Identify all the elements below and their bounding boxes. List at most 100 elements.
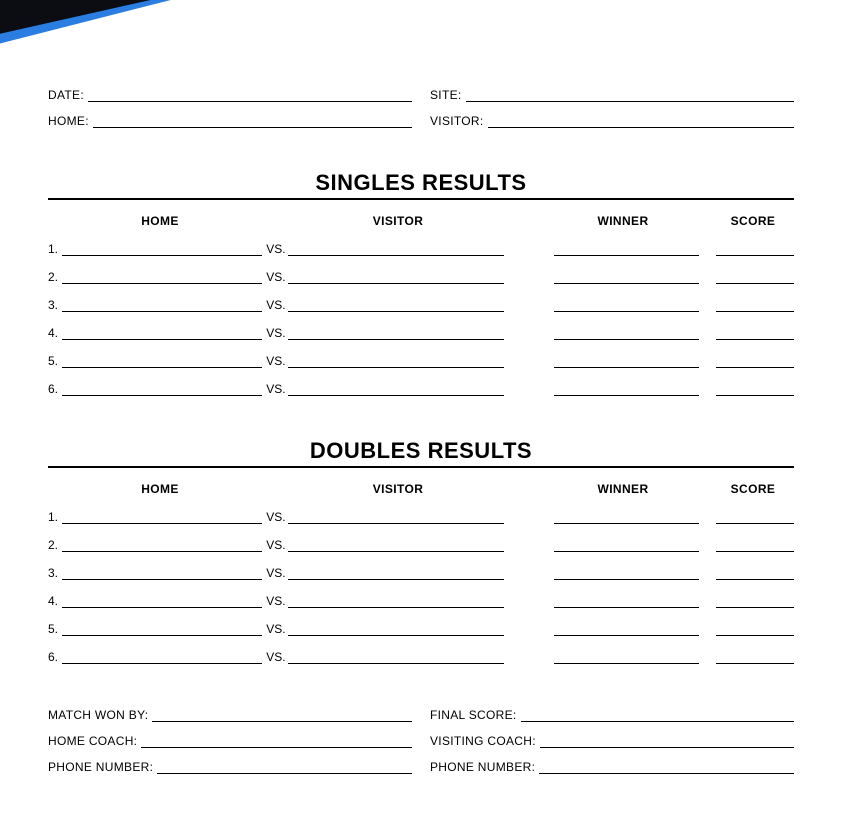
visitor-player-line[interactable] <box>288 595 504 608</box>
vs-label: VS. <box>266 566 287 580</box>
home-player-line[interactable] <box>62 327 263 340</box>
winner-line[interactable] <box>554 623 698 636</box>
results-row: 6. VS. <box>48 382 794 396</box>
blank-line <box>521 708 794 722</box>
winner-line[interactable] <box>554 595 698 608</box>
winner-line[interactable] <box>554 355 698 368</box>
row-number: 5. <box>48 354 62 368</box>
score-line[interactable] <box>716 623 794 636</box>
row-number: 3. <box>48 298 62 312</box>
winner-line[interactable] <box>554 511 698 524</box>
visitor-player-line[interactable] <box>288 539 504 552</box>
winner-line[interactable] <box>554 383 698 396</box>
field-visiting-coach[interactable]: VISITING COACH: <box>430 734 794 748</box>
home-player-line[interactable] <box>62 539 263 552</box>
vs-label: VS. <box>266 510 287 524</box>
vs-label: VS. <box>266 326 287 340</box>
visitor-player-line[interactable] <box>288 623 504 636</box>
results-row: 2.VS. <box>48 270 794 284</box>
bottom-row-2: HOME COACH: VISITING COACH: <box>48 734 794 748</box>
top-field-row-2: HOME: VISITOR: <box>48 114 794 128</box>
blank-line <box>141 734 412 748</box>
home-player-line[interactable] <box>62 567 263 580</box>
visitor-player-line[interactable] <box>288 651 504 664</box>
winner-line[interactable] <box>554 567 698 580</box>
winner-line[interactable] <box>554 243 698 256</box>
score-line[interactable] <box>716 299 794 312</box>
field-visitor[interactable]: VISITOR: <box>430 114 794 128</box>
score-line[interactable] <box>716 651 794 664</box>
home-player-line[interactable] <box>62 243 263 256</box>
blank-line <box>93 114 412 128</box>
field-date[interactable]: DATE: <box>48 88 412 102</box>
results-row: 2.VS. <box>48 538 794 552</box>
score-line[interactable] <box>716 355 794 368</box>
field-label: FINAL SCORE: <box>430 708 517 722</box>
field-home[interactable]: HOME: <box>48 114 412 128</box>
visitor-player-line[interactable] <box>288 355 504 368</box>
winner-line[interactable] <box>554 651 698 664</box>
score-line[interactable] <box>716 271 794 284</box>
visitor-player-line[interactable] <box>288 299 504 312</box>
score-line[interactable] <box>716 327 794 340</box>
home-player-line[interactable] <box>62 383 263 396</box>
home-player-line[interactable] <box>62 271 263 284</box>
col-header-visitor: VISITOR <box>272 482 524 496</box>
field-phone-visiting[interactable]: PHONE NUMBER: <box>430 760 794 774</box>
field-final-score[interactable]: FINAL SCORE: <box>430 708 794 722</box>
results-row: 1.VS. <box>48 510 794 524</box>
score-line[interactable] <box>716 383 794 396</box>
section-title-singles: SINGLES RESULTS <box>48 170 794 196</box>
section-title-doubles: DOUBLES RESULTS <box>48 438 794 464</box>
field-home-coach[interactable]: HOME COACH: <box>48 734 412 748</box>
bottom-row-1: MATCH WON BY: FINAL SCORE: <box>48 708 794 722</box>
home-player-line[interactable] <box>62 623 263 636</box>
winner-line[interactable] <box>554 299 698 312</box>
row-number: 5. <box>48 622 62 636</box>
home-player-line[interactable] <box>62 355 263 368</box>
winner-line[interactable] <box>554 539 698 552</box>
field-label: PHONE NUMBER: <box>430 760 535 774</box>
bottom-block: MATCH WON BY: FINAL SCORE: HOME COACH: V… <box>48 708 794 774</box>
visitor-player-line[interactable] <box>288 327 504 340</box>
results-row: 4.VS. <box>48 326 794 340</box>
vs-label: VS. <box>266 382 287 396</box>
home-player-line[interactable] <box>62 511 263 524</box>
visitor-player-line[interactable] <box>288 271 504 284</box>
field-label: MATCH WON BY: <box>48 708 148 722</box>
field-label-home: HOME: <box>48 114 89 128</box>
score-line[interactable] <box>716 539 794 552</box>
vs-label: VS. <box>266 650 287 664</box>
row-number: 6. <box>48 650 62 664</box>
results-header-doubles: HOME VISITOR WINNER SCORE <box>48 482 794 496</box>
score-line[interactable] <box>716 595 794 608</box>
field-site[interactable]: SITE: <box>430 88 794 102</box>
col-header-winner: WINNER <box>534 482 712 496</box>
visitor-player-line[interactable] <box>288 567 504 580</box>
row-number: 2. <box>48 270 62 284</box>
score-line[interactable] <box>716 567 794 580</box>
field-phone-home[interactable]: PHONE NUMBER: <box>48 760 412 774</box>
home-player-line[interactable] <box>62 595 263 608</box>
field-match-won-by[interactable]: MATCH WON BY: <box>48 708 412 722</box>
results-row: 3.VS. <box>48 566 794 580</box>
winner-line[interactable] <box>554 327 698 340</box>
row-number: 2. <box>48 538 62 552</box>
visitor-player-line[interactable] <box>288 511 504 524</box>
score-line[interactable] <box>716 511 794 524</box>
home-player-line[interactable] <box>62 651 263 664</box>
blank-line <box>157 760 412 774</box>
blank-line <box>540 734 794 748</box>
section-rule <box>48 198 794 200</box>
visitor-player-line[interactable] <box>288 383 504 396</box>
results-row: 3. VS. <box>48 298 794 312</box>
score-line[interactable] <box>716 243 794 256</box>
row-number: 6. <box>48 382 62 396</box>
visitor-player-line[interactable] <box>288 243 504 256</box>
blank-line <box>488 114 794 128</box>
home-player-line[interactable] <box>62 299 263 312</box>
doubles-rows: 1.VS.2.VS.3.VS.4.VS.5.VS.6.VS. <box>48 510 794 664</box>
blank-line <box>539 760 794 774</box>
winner-line[interactable] <box>554 271 698 284</box>
vs-label: VS. <box>266 298 287 312</box>
